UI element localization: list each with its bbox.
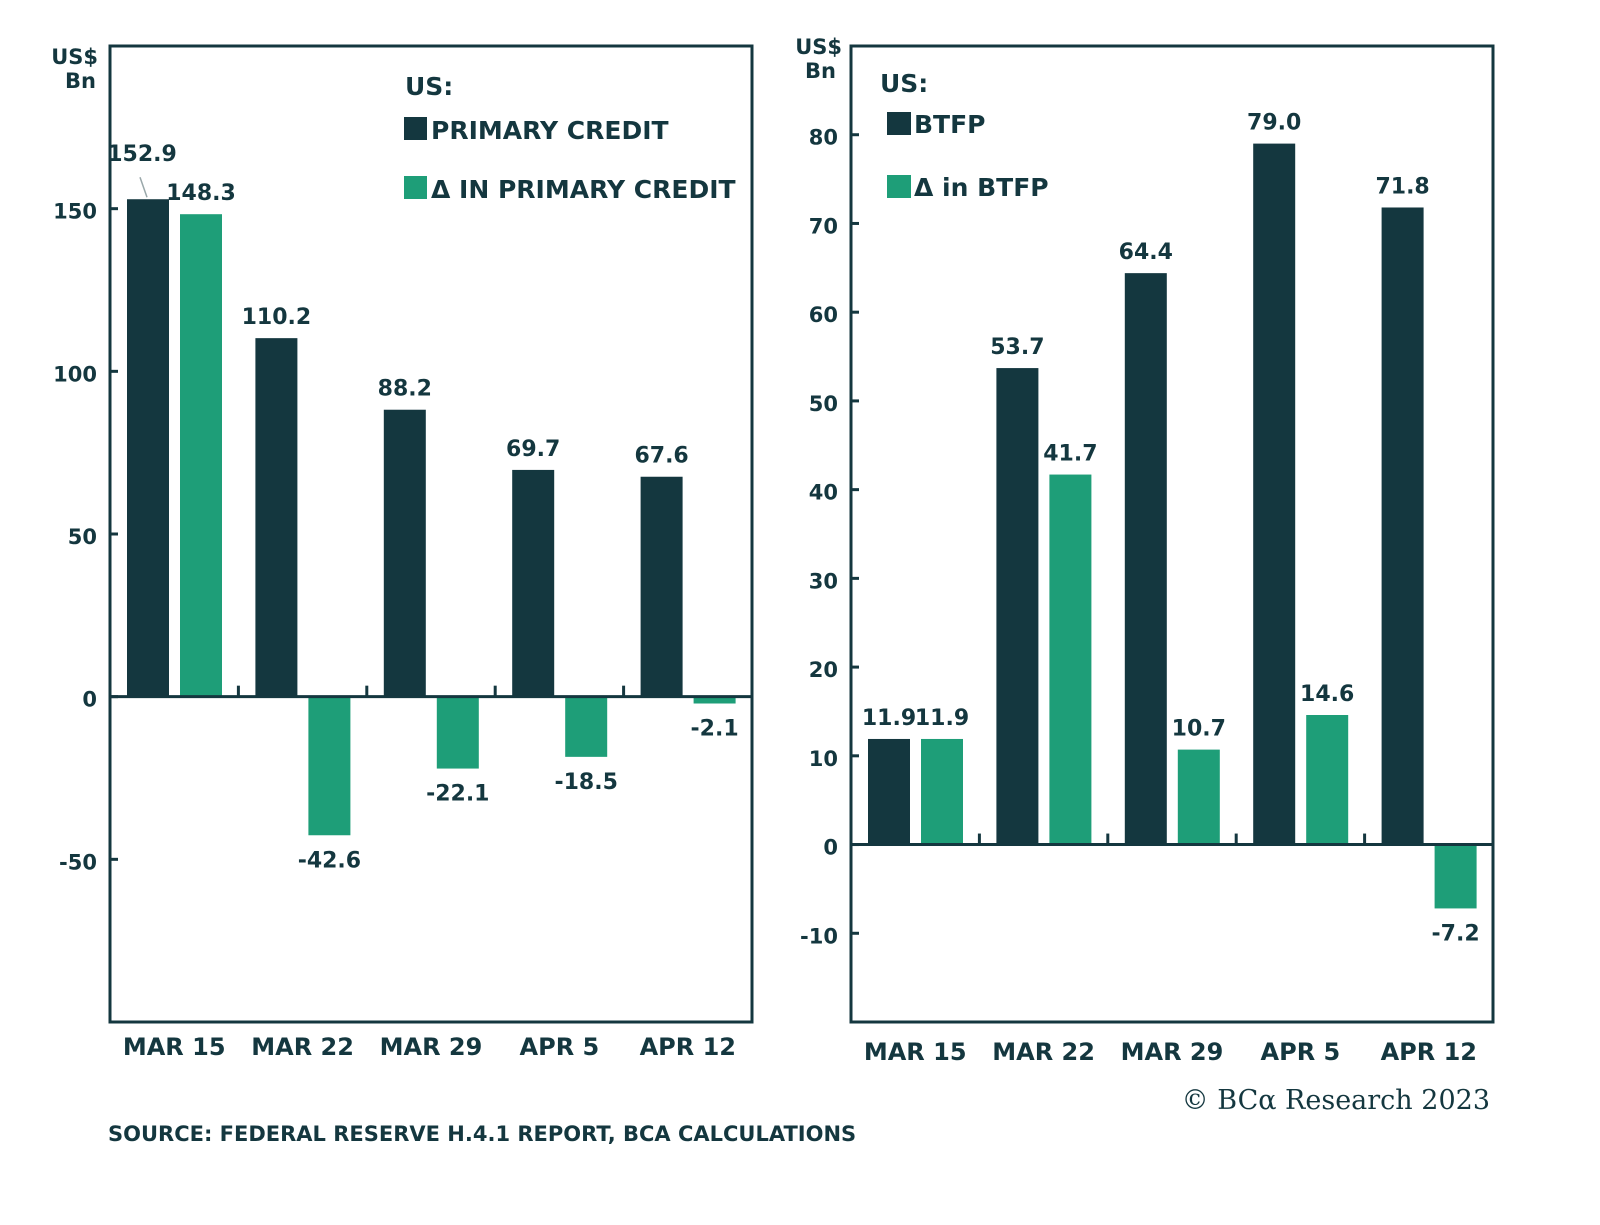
legend: US: BTFP Δ in BTFP <box>880 69 1049 202</box>
y-tick-label: 0 <box>82 688 97 712</box>
y-axis-unit-line2: Bn <box>805 59 836 83</box>
bar-delta <box>565 696 608 757</box>
legend-swatch-delta-btfp <box>887 175 911 198</box>
legend-swatch-delta-primary-credit <box>404 176 427 199</box>
data-label: -18.5 <box>554 770 617 795</box>
bar-delta <box>308 696 351 836</box>
axes-group: -10 0 10 20 30 40 50 60 70 80 MAR 15 MAR 22 MAR 29 AP… <box>800 44 1495 1066</box>
bar-level <box>996 368 1039 845</box>
data-label: 14.6 <box>1300 682 1354 707</box>
data-label: 88.2 <box>378 377 432 402</box>
bar-delta <box>1049 474 1092 845</box>
bar-delta <box>1434 844 1477 909</box>
bar-delta <box>436 696 479 769</box>
x-tick-label: APR 5 <box>520 1033 600 1061</box>
x-tick-label: APR 12 <box>640 1033 736 1061</box>
bar-level <box>255 338 298 697</box>
data-label: 71.8 <box>1375 174 1429 199</box>
data-label: -7.2 <box>1432 921 1480 946</box>
x-tick-label: APR 5 <box>1261 1038 1341 1066</box>
y-tick-label: 150 <box>53 200 97 224</box>
bar-delta <box>1306 715 1349 845</box>
bar-level <box>512 469 555 697</box>
data-label: 152.9 <box>107 142 177 167</box>
legend-title: US: <box>880 69 928 98</box>
source-note: SOURCE: FEDERAL RESERVE H.4.1 REPORT, BC… <box>108 1122 856 1146</box>
y-tick-label: -10 <box>800 924 838 948</box>
copyright-note: © BCα Research 2023 <box>1182 1085 1490 1116</box>
bar-level <box>127 199 169 697</box>
y-tick-label: 0 <box>823 836 838 860</box>
bars-group: 152.9 110.2 88.2 69.7 67.6 148.3 -42.6 -22.1 -18… <box>107 142 738 873</box>
bar-level <box>868 738 910 845</box>
y-tick-label: -50 <box>59 850 97 874</box>
data-label: 69.7 <box>506 437 560 462</box>
y-tick-label: 40 <box>809 481 838 505</box>
btfp-chart: US$ Bn 11.953.764.479.071.811.941.710.71… <box>795 35 1495 1066</box>
data-label: 67.6 <box>634 444 688 469</box>
x-tick-label: MAR 15 <box>864 1038 967 1066</box>
y-axis-unit-line1: US$ <box>51 45 98 69</box>
y-axis-unit-line1: US$ <box>795 35 842 59</box>
legend-label-btfp: BTFP <box>914 110 986 139</box>
x-tick-label: MAR 15 <box>123 1033 226 1061</box>
x-tick-label: MAR 29 <box>1121 1038 1224 1066</box>
bar-level <box>383 409 426 697</box>
legend: US: PRIMARY CREDIT Δ IN PRIMARY CREDIT <box>404 72 736 204</box>
data-label: 110.2 <box>242 305 312 330</box>
plot-frame <box>849 44 1495 1024</box>
data-label: -2.1 <box>691 716 739 741</box>
bar-delta <box>693 696 736 704</box>
data-label: 53.7 <box>990 335 1044 360</box>
legend-title: US: <box>405 72 453 101</box>
bar-level <box>640 476 683 697</box>
data-label: -42.6 <box>298 848 361 873</box>
bar-delta <box>1177 749 1220 845</box>
data-label: 11.9 <box>862 706 916 731</box>
bar-level <box>1253 143 1296 845</box>
x-tick-label: MAR 22 <box>992 1038 1095 1066</box>
data-label: -22.1 <box>426 782 489 807</box>
bar-level <box>1381 207 1424 845</box>
legend-label-primary-credit: PRIMARY CREDIT <box>431 116 669 145</box>
y-tick-label: 50 <box>68 525 97 549</box>
data-label-leader-line <box>139 176 148 198</box>
bar-delta <box>921 738 963 845</box>
y-axis-unit-line2: Bn <box>65 69 96 93</box>
data-label: 10.7 <box>1172 717 1226 742</box>
y-tick-label: 80 <box>809 126 838 150</box>
bar-level <box>1124 273 1167 845</box>
x-tick-label: MAR 29 <box>380 1033 483 1061</box>
bars-group: 11.9 53.7 64.4 79.0 71.8 11.9 41.7 10.7 14.6 -7.2 <box>862 111 1480 947</box>
legend-label-delta-primary-credit: Δ IN PRIMARY CREDIT <box>431 175 736 204</box>
y-tick-label: 10 <box>809 747 838 771</box>
y-tick-label: 70 <box>809 214 838 238</box>
y-tick-label: 60 <box>809 303 838 327</box>
data-label: 79.0 <box>1247 111 1301 136</box>
y-tick-label: 20 <box>809 658 838 682</box>
x-tick-label: MAR 22 <box>251 1033 354 1061</box>
legend-swatch-btfp <box>887 112 911 135</box>
y-tick-label: 30 <box>809 569 838 593</box>
x-tick-label: APR 12 <box>1381 1038 1477 1066</box>
data-label: 41.7 <box>1043 442 1097 467</box>
legend-label-delta-btfp: Δ in BTFP <box>914 173 1049 202</box>
data-label: 64.4 <box>1119 240 1173 265</box>
y-tick-label: 100 <box>53 362 97 386</box>
axes-group: -50 0 50 100 150 MAR 15 MAR 22 MAR 29 APR 5 APR 1… <box>53 44 754 1061</box>
data-label: 148.3 <box>166 181 236 206</box>
bar-delta <box>180 214 222 697</box>
data-label: 11.9 <box>915 706 969 731</box>
legend-swatch-primary-credit <box>404 117 427 140</box>
y-tick-label: 50 <box>809 392 838 416</box>
